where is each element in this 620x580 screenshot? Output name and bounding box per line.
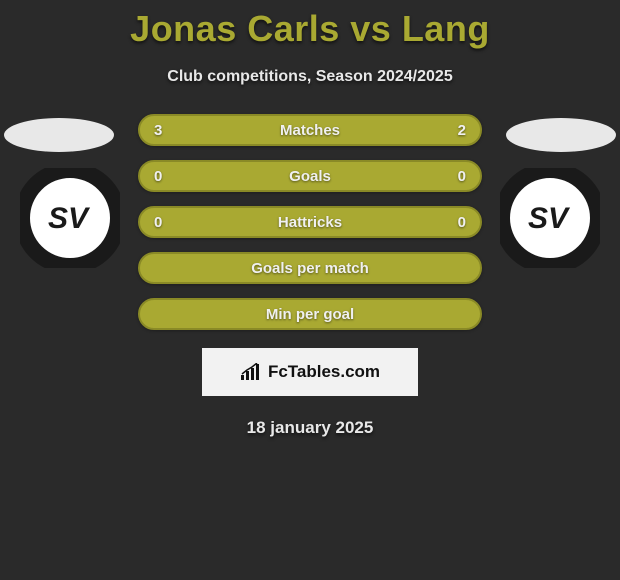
stat-label: Min per goal	[174, 306, 446, 323]
player-disc-right	[506, 118, 616, 152]
svg-text:1916: 1916	[540, 243, 560, 253]
stat-value-left: 0	[154, 168, 174, 185]
stat-value-left: 3	[154, 122, 174, 139]
stat-label: Goals per match	[174, 260, 446, 277]
svg-text:1916: 1916	[60, 243, 80, 253]
stat-row: Goals per match	[138, 252, 482, 284]
watermark: FcTables.com	[202, 348, 418, 396]
stat-row: Min per goal	[138, 298, 482, 330]
stat-row: 3 Matches 2	[138, 114, 482, 146]
club-badge-right: SANDHAUSEN 1916 SV	[500, 168, 600, 268]
stat-label: Matches	[174, 122, 446, 139]
sandhausen-crest-icon: SANDHAUSEN 1916 SV	[500, 168, 600, 268]
bar-chart-icon	[240, 363, 262, 381]
stat-label: Hattricks	[174, 214, 446, 231]
stat-value-right: 2	[446, 122, 466, 139]
player-disc-left	[4, 118, 114, 152]
stat-value-left: 0	[154, 214, 174, 231]
svg-text:SV: SV	[528, 202, 571, 235]
stat-row: 0 Hattricks 0	[138, 206, 482, 238]
date-label: 18 january 2025	[0, 418, 620, 438]
svg-text:SV: SV	[48, 202, 91, 235]
comparison-panel: SANDHAUSEN 1916 SV SANDHAUSEN 1916 SV 3 …	[0, 114, 620, 438]
stat-value-right: 0	[446, 214, 466, 231]
stat-label: Goals	[174, 168, 446, 185]
watermark-text: FcTables.com	[268, 362, 380, 382]
sandhausen-crest-icon: SANDHAUSEN 1916 SV	[20, 168, 120, 268]
page-title: Jonas Carls vs Lang	[0, 0, 620, 50]
stat-value-right: 0	[446, 168, 466, 185]
subtitle: Club competitions, Season 2024/2025	[0, 68, 620, 86]
stats-list: 3 Matches 2 0 Goals 0 0 Hattricks 0 Goal…	[138, 114, 482, 330]
stat-row: 0 Goals 0	[138, 160, 482, 192]
club-badge-left: SANDHAUSEN 1916 SV	[20, 168, 120, 268]
